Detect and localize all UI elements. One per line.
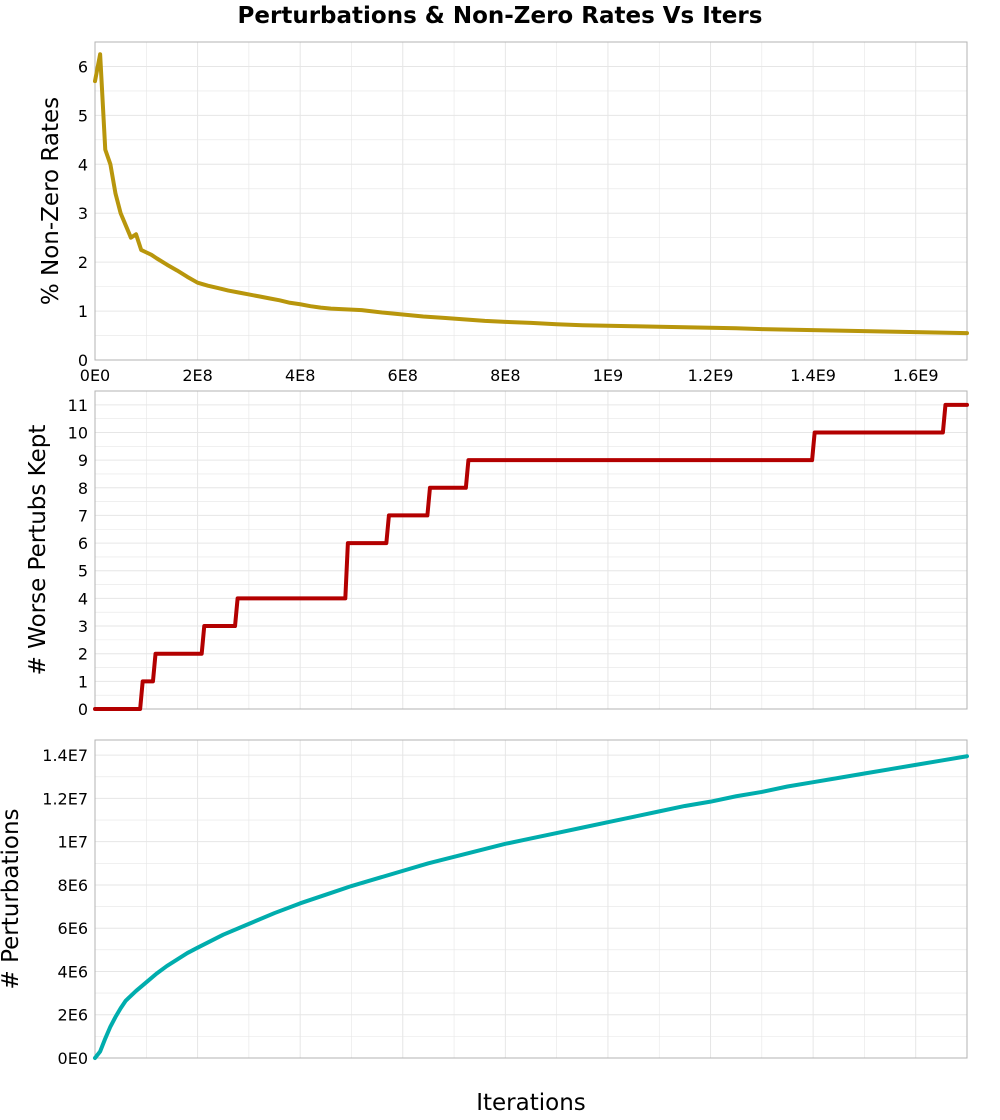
chart-panel-2: 0 1 2 3 4 5 6 7 8 9 10 11 # Worse Pertubs Kept <box>25 390 969 719</box>
plot-area <box>95 42 967 360</box>
x-tick-label: 8E8 <box>490 366 520 385</box>
x-tick-label: 0E0 <box>80 366 110 385</box>
y-axis-label: % Non-Zero Rates <box>38 97 64 305</box>
x-tick-label: 1.4E9 <box>790 366 836 385</box>
y-tick-label: 4 <box>78 155 88 174</box>
y-tick-label: 6 <box>78 534 88 553</box>
x-tick-label: 6E8 <box>388 366 418 385</box>
y-tick-label: 3 <box>78 617 88 636</box>
y-tick-label: 5 <box>78 106 88 125</box>
y-tick-label: 7 <box>78 506 88 525</box>
y-tick-label: 8 <box>78 479 88 498</box>
chart-panels: 0 1 2 3 4 5 6 0E0 2E8 4E8 6E8 8E8 1E9 1.2E9 1.4E9 1.6E9… <box>0 41 969 1068</box>
plot-frame <box>94 41 968 361</box>
series-line-1 <box>93 52 969 336</box>
y-tick-label: 9 <box>78 451 88 470</box>
x-axis-label: Iterations <box>476 1090 586 1116</box>
y-tick-label: 10 <box>68 423 88 442</box>
y-tick-label: 0 <box>78 700 88 719</box>
y-axis-label: # Perturbations <box>0 808 24 989</box>
y-tick-label: 0E0 <box>58 1049 88 1068</box>
y-tick-label: 5 <box>78 562 88 581</box>
y-tick-label: 4E6 <box>58 962 88 981</box>
x-tick-label: 1.2E9 <box>688 366 734 385</box>
x-tick-label: 1E9 <box>593 366 623 385</box>
y-axis-label: # Worse Pertubs Kept <box>25 425 51 676</box>
y-tick-label: 2 <box>78 253 88 272</box>
y-tick-label: 1E7 <box>58 833 88 852</box>
x-tick-label: 4E8 <box>285 366 315 385</box>
y-tick-label: 8E6 <box>58 876 88 895</box>
y-tick-label: 1 <box>78 672 88 691</box>
y-tick-label: 2 <box>78 645 88 664</box>
y-tick-label: 1 <box>78 302 88 321</box>
plot-frame <box>94 390 968 710</box>
y-tick-label: 1.2E7 <box>42 789 88 808</box>
plot-area <box>95 391 967 709</box>
y-tick-label: 1.4E7 <box>42 746 88 765</box>
y-tick-label: 4 <box>78 589 88 608</box>
y-tick-label: 0 <box>78 351 88 370</box>
plot-frame <box>94 739 968 1059</box>
series-line-2 <box>93 402 969 711</box>
y-tick-label: 3 <box>78 204 88 223</box>
x-tick-label: 1.6E9 <box>893 366 939 385</box>
plot-area <box>95 740 967 1058</box>
y-tick-label: 6 <box>78 57 88 76</box>
chart-panel-1: 0 1 2 3 4 5 6 0E0 2E8 4E8 6E8 8E8 1E9 1.2E9 1.4E9 1.6E9… <box>38 41 969 385</box>
x-tick-label: 2E8 <box>182 366 212 385</box>
series-line-3 <box>93 754 969 1060</box>
y-tick-label: 11 <box>68 396 88 415</box>
chart-title: Perturbations & Non-Zero Rates Vs Iters <box>238 3 763 29</box>
y-tick-label: 6E6 <box>58 919 88 938</box>
y-tick-label: 2E6 <box>58 1006 88 1025</box>
chart-panel-3: 0E0 2E6 4E6 6E6 8E6 1E7 1.2E7 1.4E7 # Perturbati… <box>0 739 969 1068</box>
